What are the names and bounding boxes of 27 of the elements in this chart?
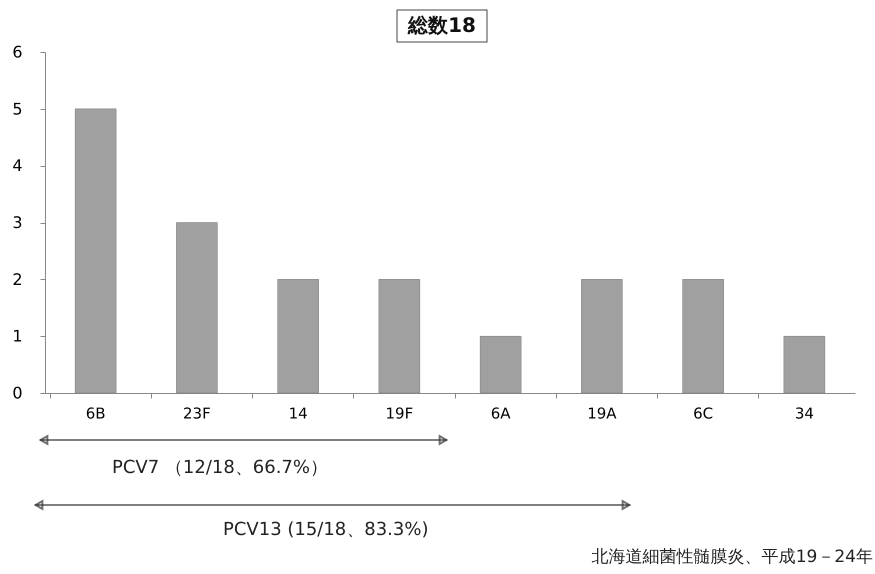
x-tick-label: 6A	[490, 404, 512, 422]
y-tick-label: 2	[12, 270, 22, 289]
x-tick-label: 19A	[587, 404, 618, 422]
bar	[682, 279, 724, 394]
bar	[378, 279, 420, 394]
x-tick-label: 23F	[183, 404, 211, 422]
y-tick-label: 5	[12, 99, 22, 118]
text: PCV13 (15/18、83.3%)	[223, 519, 428, 540]
text: PCV7 （12/18、66.7%）	[112, 457, 328, 478]
text: 北海道細菌性髄膜炎、平成19－24年	[592, 547, 873, 567]
y-tick-label: 1	[12, 326, 22, 346]
bar	[277, 279, 319, 394]
x-tick-label: 14	[288, 404, 308, 422]
x-tick-label: 34	[794, 404, 814, 422]
y-tick-label: 3	[12, 213, 22, 232]
y-tick-label: 0	[12, 384, 22, 402]
bar	[581, 279, 623, 394]
bar	[74, 108, 116, 394]
x-tick-label: 6C	[693, 404, 714, 422]
bar	[176, 222, 218, 394]
bar	[480, 336, 522, 394]
x-tick-label: 6B	[86, 404, 106, 422]
x-tick-label: 19F	[386, 404, 414, 422]
y-tick-label: 4	[12, 156, 22, 176]
chart-title: 総数18	[407, 13, 476, 37]
y-tick-label: 6	[12, 42, 22, 62]
bar	[784, 336, 826, 394]
